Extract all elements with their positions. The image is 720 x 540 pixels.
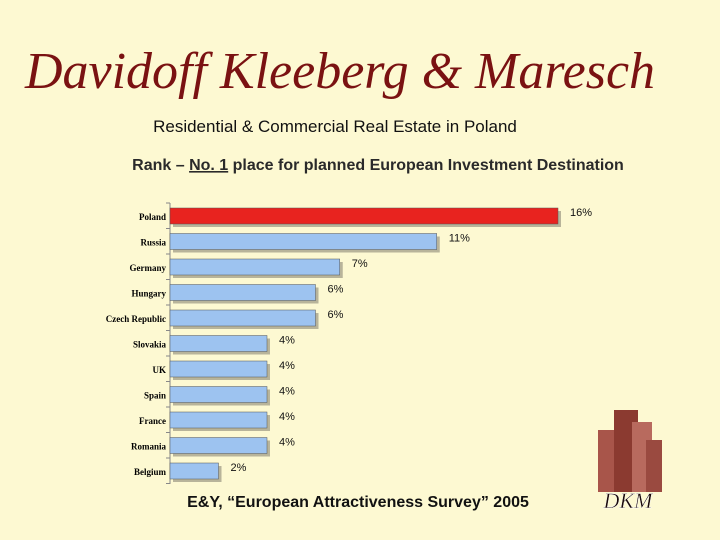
headline: Rank – No. 1 place for planned European … [132,157,624,174]
value-label: 4% [279,334,295,346]
category-label: Belgium [134,467,167,477]
logo-building [646,440,662,492]
plot: Poland 16% Russia 11% Germany 7% Hungary 6% Czec… [106,202,592,484]
bar [169,437,268,454]
headline-highlight: No. 1 [189,157,228,174]
category-label: Poland [139,212,166,222]
bar [169,233,437,250]
headline-text: Rank – [132,157,189,174]
value-label: 2% [231,462,247,474]
category-label: Germany [130,263,167,273]
headline-text: place for planned European Investment De… [228,157,624,174]
bar [169,360,268,378]
bar [169,335,268,352]
bar [169,284,316,301]
bar [169,462,219,480]
category-label: Russia [140,238,166,248]
category-label: Slovakia [133,340,167,350]
brand-title: Davidoff Kleeberg & Maresch [24,43,655,100]
value-label: 4% [279,411,295,423]
value-label: 16% [570,207,592,219]
category-label: Czech Republic [106,314,166,324]
bar [169,386,268,403]
value-label: 6% [328,283,344,295]
category-label: France [139,416,166,426]
value-label: 4% [279,385,295,397]
bar [169,411,268,429]
value-label: 7% [352,258,368,270]
logo-text: DKM [603,488,655,513]
source: E&Y, “European Attractiveness Survey” 20… [187,494,529,511]
bar [169,258,340,276]
subtitle: Residential & Commercial Real Estate in … [153,117,517,136]
category-label: UK [153,365,167,375]
category-label: Romania [131,442,167,452]
category-label: Spain [144,391,166,401]
bar [169,207,559,225]
value-label: 6% [328,309,344,321]
bar [169,309,316,327]
category-label: Hungary [131,289,166,299]
logo: DKM [598,410,662,513]
value-label: 4% [279,436,295,448]
value-label: 4% [279,360,295,372]
value-label: 11% [449,232,470,244]
